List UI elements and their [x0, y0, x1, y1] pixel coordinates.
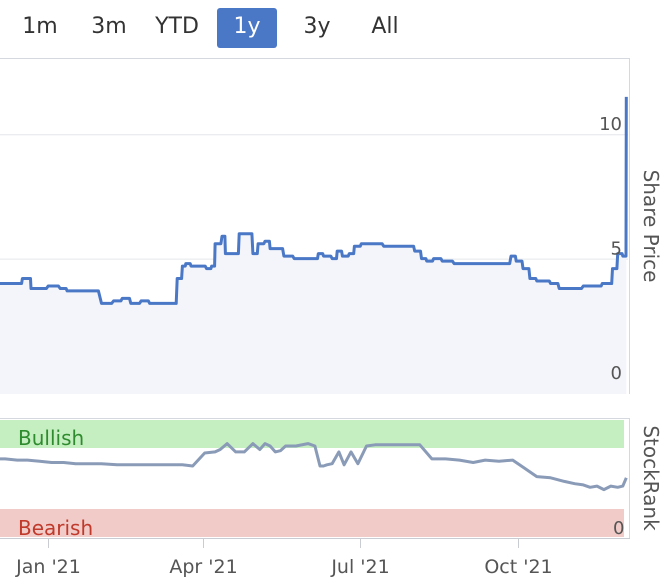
stockrank-tick-0: 0	[613, 518, 624, 539]
stockrank-line	[0, 442, 628, 492]
x-axis: Jan '21 Apr '21 Jul '21 Oct '21	[0, 538, 630, 578]
bearish-band-label: Bearish	[18, 516, 93, 540]
range-tab-ytd[interactable]: YTD	[155, 14, 199, 39]
x-axis-tick-label: Jul '21	[330, 556, 389, 578]
range-tab-1y[interactable]: 1y	[217, 8, 277, 48]
x-axis-tick-label: Apr '21	[169, 556, 237, 578]
price-tick-label: 0	[611, 363, 622, 384]
stockrank-panel: Bullish Bearish 0 StockRank	[0, 418, 663, 540]
x-axis-ticks: Jan '21 Apr '21 Jul '21 Oct '21	[15, 538, 553, 578]
price-area-fill	[0, 96, 627, 395]
price-tick-label: 10	[599, 114, 622, 135]
range-tab-all[interactable]: All	[371, 14, 399, 39]
share-price-line	[0, 96, 628, 305]
price-panel: 0 5 10 Share Price	[0, 58, 663, 395]
stockrank-axis-title: StockRank	[639, 425, 663, 531]
price-tick-labels: 0 5 10	[599, 114, 622, 384]
x-axis-tick-label: Oct '21	[484, 556, 552, 578]
bullish-band	[0, 420, 624, 448]
time-range-selector: 1m 3m YTD 1y 3y All	[0, 8, 671, 50]
bullish-band-label: Bullish	[18, 426, 84, 450]
price-axis-title: Share Price	[639, 170, 663, 283]
x-axis-tick-label: Jan '21	[15, 556, 81, 578]
range-tab-1m[interactable]: 1m	[22, 14, 58, 39]
range-tab-3y[interactable]: 3y	[303, 14, 331, 39]
price-tick-label: 5	[611, 239, 622, 260]
range-tab-3m[interactable]: 3m	[91, 14, 127, 39]
bearish-band	[0, 509, 624, 537]
